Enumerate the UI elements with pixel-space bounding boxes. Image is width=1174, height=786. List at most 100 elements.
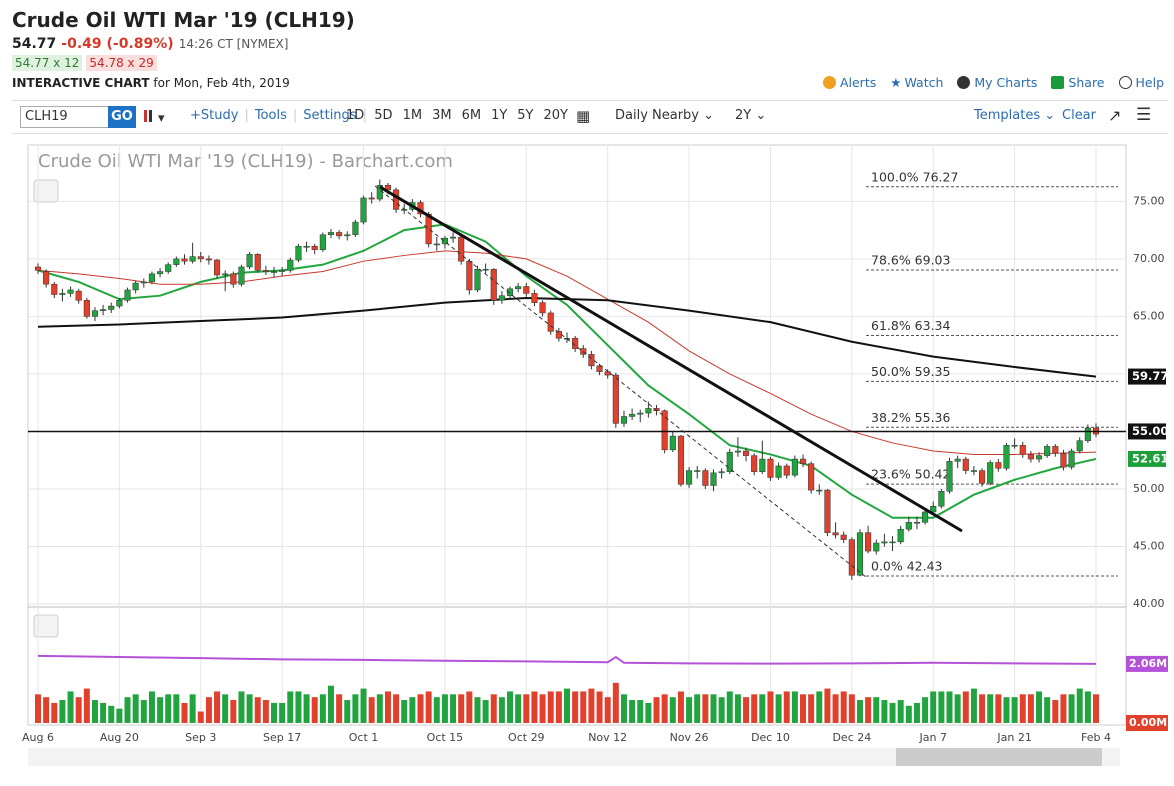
study-button[interactable]: +Study	[190, 108, 239, 123]
volume-bar	[979, 694, 986, 723]
volume-bar	[327, 685, 334, 723]
volume-bar	[311, 697, 318, 723]
volume-bar	[507, 691, 514, 723]
candle-body	[59, 293, 66, 295]
volume-bar	[124, 697, 131, 723]
volume-bar	[832, 694, 839, 723]
period-button[interactable]: 1Y	[491, 108, 508, 123]
scroll-thumb[interactable]	[896, 748, 1102, 766]
period-button[interactable]: 6M	[461, 108, 482, 123]
volume-bar	[246, 694, 253, 723]
scrollbar[interactable]	[28, 748, 1120, 766]
y-tick-label: 40.00	[1133, 597, 1165, 610]
help-link[interactable]: Help	[1118, 75, 1164, 90]
chart-label-row: INTERACTIVE CHART for Mon, Feb 4th, 2019	[12, 76, 290, 90]
candle-body	[718, 471, 725, 474]
period-button[interactable]: 1M	[402, 108, 423, 123]
volume-bar	[759, 694, 766, 723]
candle-body	[368, 197, 375, 200]
candle-body	[604, 371, 611, 376]
calendar-button[interactable]: ▦	[576, 107, 591, 125]
period-button[interactable]: 1D	[346, 108, 365, 123]
candle-body	[1003, 444, 1010, 469]
candle-body	[832, 532, 839, 536]
candle-body	[620, 416, 628, 424]
volume-bar	[751, 694, 758, 723]
candle-body	[254, 254, 261, 271]
price-tag-label: 52.61	[1132, 451, 1168, 465]
period-buttons: 1D 5D 1M 3M 6M 1Y 5Y 20Y	[346, 108, 568, 123]
expand-button[interactable]: ↗	[1108, 106, 1122, 125]
volume-bar	[970, 688, 977, 723]
share-text: Share	[1068, 75, 1105, 90]
candle-body	[865, 532, 872, 552]
period-button[interactable]: 3M	[432, 108, 452, 123]
period-button[interactable]: 5D	[374, 108, 393, 123]
templates-text: Templates	[974, 108, 1041, 123]
candle-body	[148, 273, 155, 283]
candle-body	[555, 331, 562, 339]
share-link[interactable]: Share	[1051, 75, 1105, 90]
candle-body	[91, 310, 99, 317]
x-tick-label: Oct 15	[427, 731, 464, 744]
candle-body	[759, 458, 766, 472]
volume-bar	[1093, 694, 1099, 723]
volume-bar	[336, 694, 343, 723]
mycharts-link[interactable]: My Charts	[957, 75, 1037, 90]
candle-body	[1076, 440, 1083, 452]
candle-body	[987, 462, 994, 484]
volume-bar	[132, 694, 139, 723]
candle-body	[979, 470, 986, 484]
range-select[interactable]: 2Y ⌄	[735, 108, 767, 123]
chart-date: for Mon, Feb 4th, 2019	[153, 76, 290, 90]
moving-average	[37, 250, 1097, 455]
go-button[interactable]: GO	[108, 106, 136, 128]
volume-bar	[734, 694, 741, 723]
volume-bar	[531, 691, 538, 723]
collapse-button[interactable]	[33, 179, 59, 203]
range-text: 2Y	[735, 108, 752, 123]
period-button[interactable]: 20Y	[543, 108, 568, 123]
volume-bar	[59, 700, 66, 723]
volume-bar	[482, 700, 489, 723]
clear-button[interactable]: Clear	[1062, 108, 1096, 123]
candle-body	[450, 236, 457, 239]
volume-bar	[572, 691, 579, 723]
alerts-link[interactable]: Alerts	[822, 75, 876, 90]
period-button[interactable]: 5Y	[517, 108, 534, 123]
volume-bar	[922, 697, 929, 723]
frequency-text: Daily Nearby	[615, 108, 700, 123]
candle-body	[889, 541, 896, 544]
menu-button[interactable]: ☰	[1136, 105, 1152, 125]
settings-button[interactable]: Settings	[303, 108, 357, 123]
candle-body	[393, 189, 400, 210]
volume-bar	[490, 694, 497, 723]
frequency-select[interactable]: Daily Nearby ⌄	[615, 108, 715, 123]
candle-body	[1060, 453, 1067, 468]
candle-body	[742, 450, 750, 456]
candle-body	[352, 221, 359, 235]
volume-bar	[808, 694, 815, 723]
candle-body	[197, 256, 204, 260]
templates-button[interactable]: Templates ⌄	[974, 108, 1056, 123]
candle-body	[661, 410, 668, 451]
watch-link[interactable]: ★ Watch	[890, 75, 944, 90]
candle-body	[1068, 450, 1075, 468]
bid-ask: 54.77 x 12 54.78 x 29	[12, 55, 157, 71]
volume-bar	[629, 700, 636, 723]
chart-type-button[interactable]: ▾	[144, 110, 172, 126]
x-tick-label: Oct 1	[349, 731, 379, 744]
symbol-input[interactable]: CLH19	[20, 106, 112, 128]
mycharts-text: My Charts	[974, 75, 1038, 90]
volume-bar	[702, 694, 709, 723]
candle-body	[881, 541, 888, 544]
collapse-volume-button[interactable]	[33, 614, 59, 638]
volume-bar	[800, 694, 807, 723]
x-tick-label: Sep 17	[263, 731, 301, 744]
volume-bar	[319, 694, 326, 723]
candle-body	[645, 408, 652, 414]
volume-bar	[360, 688, 367, 723]
tools-button[interactable]: Tools	[254, 108, 287, 123]
candle-body	[67, 289, 74, 294]
volume-bar	[352, 694, 359, 723]
